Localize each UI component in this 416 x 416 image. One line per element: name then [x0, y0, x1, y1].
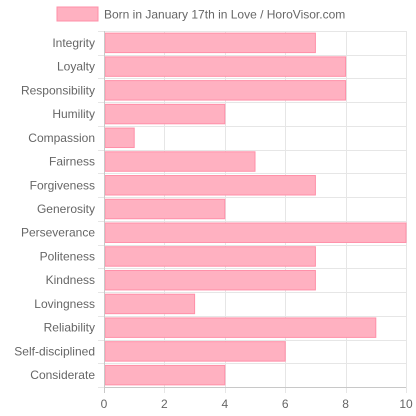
legend-label: Born in January 17th in Love / HoroVisor…: [104, 8, 345, 22]
bar-integrity[interactable]: [104, 32, 316, 54]
bar-considerate[interactable]: [104, 364, 226, 386]
category-label: Lovingness: [34, 297, 95, 311]
x-tick-label: 8: [342, 397, 349, 411]
category-label: Fairness: [49, 155, 95, 169]
category-label: Perseverance: [21, 226, 95, 240]
category-label: Generosity: [37, 202, 95, 216]
category-label: Self-disciplined: [14, 344, 95, 358]
category-label: Compassion: [28, 131, 95, 145]
category-label: Reliability: [44, 321, 95, 335]
bar-forgiveness[interactable]: [104, 175, 316, 196]
category-label: Politeness: [40, 249, 95, 263]
category-label: Considerate: [30, 368, 95, 382]
chart-bars: [104, 32, 407, 386]
x-tick-label: 4: [221, 397, 228, 411]
y-axis-labels: Integrity Loyalty Responsibility Humility Co…: [14, 36, 95, 382]
x-tick-label: 2: [161, 397, 168, 411]
bar-self-disciplined[interactable]: [104, 341, 286, 362]
category-label: Kindness: [46, 273, 95, 287]
category-label: Responsibility: [21, 83, 95, 97]
x-tick-label: 0: [101, 397, 108, 411]
category-label: Forgiveness: [30, 178, 95, 192]
category-label: Integrity: [52, 36, 95, 50]
bar-perseverance[interactable]: [104, 222, 407, 243]
bar-loyalty[interactable]: [104, 56, 347, 77]
x-axis-labels: 0 2 4 6 8 10: [101, 397, 413, 411]
x-tick-label: 6: [282, 397, 289, 411]
category-label: Loyalty: [57, 60, 95, 74]
bar-lovingness[interactable]: [104, 293, 196, 315]
category-label: Humility: [52, 107, 95, 121]
chart-legend[interactable]: Born in January 17th in Love / HoroVisor…: [56, 6, 345, 22]
bar-fairness[interactable]: [104, 151, 256, 172]
bar-compassion[interactable]: [104, 127, 135, 149]
bar-reliability[interactable]: [104, 317, 377, 338]
x-tick-label: 10: [399, 397, 413, 411]
bar-politeness[interactable]: [104, 246, 316, 267]
bar-responsibility[interactable]: [104, 80, 347, 101]
chart-axes: [104, 31, 406, 388]
legend-swatch: [56, 6, 99, 22]
bar-humility[interactable]: [104, 103, 226, 125]
bar-kindness[interactable]: [104, 269, 316, 291]
bar-generosity[interactable]: [104, 198, 226, 220]
